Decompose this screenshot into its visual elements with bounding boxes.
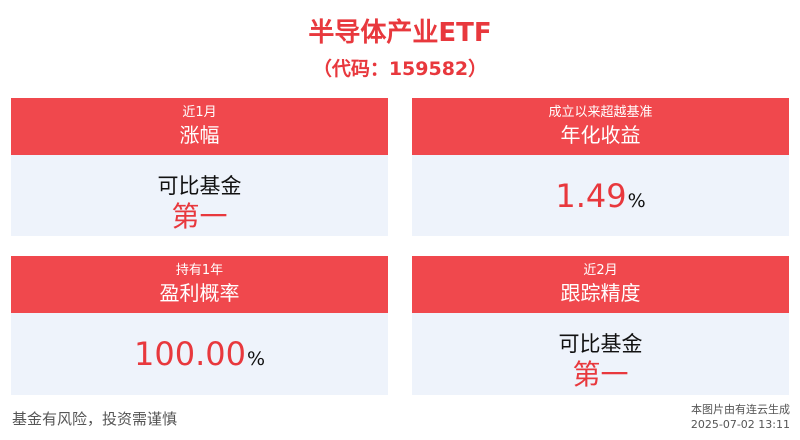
- card-annualized-return: 成立以来超越基准 年化收益 1.49%: [412, 98, 789, 236]
- page-title: 半导体产业ETF: [308, 18, 492, 48]
- comparison-label: 可比基金: [157, 174, 242, 198]
- card-header-metric: 涨幅: [179, 123, 220, 147]
- risk-disclaimer: 基金有风险，投资需谨慎: [12, 410, 178, 428]
- metric-value-line: 1.49%: [412, 177, 789, 215]
- card-header-metric: 跟踪精度: [560, 281, 641, 305]
- generation-info: 本图片由有连云生成 2025-07-02 13:11: [691, 402, 790, 432]
- card-header: 持有1年 盈利概率: [11, 256, 388, 313]
- card-body: 可比基金 第一: [412, 313, 789, 395]
- card-header-metric: 年化收益: [560, 123, 641, 147]
- card-header-period: 近1月: [182, 105, 217, 120]
- fund-code: （代码：159582）: [312, 58, 488, 80]
- card-header-period: 成立以来超越基准: [548, 105, 653, 120]
- card-1m-return: 近1月 涨幅 可比基金 第一: [11, 98, 388, 236]
- card-body: 可比基金 第一: [11, 155, 388, 236]
- card-body: 1.49%: [412, 155, 789, 236]
- card-header-period: 持有1年: [175, 263, 224, 278]
- metric-unit: %: [246, 348, 266, 370]
- metric-value: 100.00: [133, 335, 246, 373]
- metric-value: 1.49: [555, 177, 627, 215]
- card-header: 近2月 跟踪精度: [412, 256, 789, 313]
- card-tracking-accuracy: 近2月 跟踪精度 可比基金 第一: [412, 256, 789, 395]
- timestamp: 2025-07-02 13:11: [690, 418, 790, 431]
- rank-value: 第一: [572, 358, 629, 391]
- rank-value: 第一: [171, 200, 228, 233]
- card-header-metric: 盈利概率: [159, 281, 240, 305]
- comparison-label: 可比基金: [558, 332, 643, 356]
- card-header: 成立以来超越基准 年化收益: [412, 98, 789, 155]
- card-body: 100.00%: [11, 313, 388, 395]
- card-profit-probability: 持有1年 盈利概率 100.00%: [11, 256, 388, 395]
- card-header-period: 近2月: [583, 263, 618, 278]
- card-header: 近1月 涨幅: [11, 98, 388, 155]
- generated-by: 本图片由有连云生成: [691, 403, 790, 416]
- metric-value-line: 100.00%: [11, 335, 388, 373]
- metric-unit: %: [627, 190, 646, 212]
